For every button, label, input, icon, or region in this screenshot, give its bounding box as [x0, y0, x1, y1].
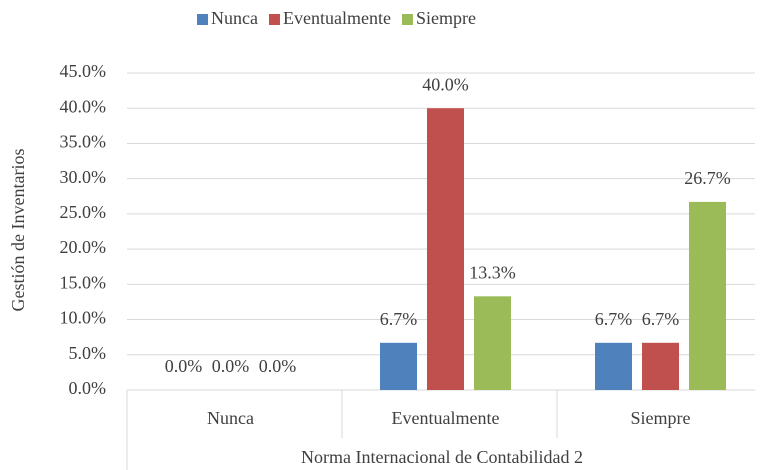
bar — [427, 108, 464, 390]
value-label: 0.0% — [212, 356, 250, 376]
y-tick-label: 30.0% — [60, 167, 107, 187]
value-label: 0.0% — [259, 356, 297, 376]
y-tick-label: 10.0% — [60, 308, 107, 328]
value-label: 0.0% — [165, 356, 203, 376]
y-tick-label: 40.0% — [60, 96, 107, 116]
legend-label: Nunca — [211, 8, 258, 28]
x-tick-label: Eventualmente — [392, 408, 500, 428]
value-label: 26.7% — [684, 168, 731, 188]
bar — [595, 342, 632, 390]
y-tick-label: 5.0% — [69, 343, 107, 363]
bar — [474, 296, 511, 390]
value-label: 6.7% — [642, 309, 680, 329]
value-label: 6.7% — [595, 309, 633, 329]
y-tick-label: 25.0% — [60, 202, 107, 222]
value-label: 6.7% — [380, 309, 418, 329]
y-tick-label: 35.0% — [60, 132, 107, 152]
y-tick-label: 45.0% — [60, 61, 107, 81]
legend-swatch — [268, 14, 280, 25]
legend-label: Siempre — [416, 8, 476, 28]
y-axis-label: Gestión de Inventarios — [8, 149, 28, 312]
y-tick-label: 15.0% — [60, 272, 107, 292]
y-tick-label: 20.0% — [60, 237, 107, 257]
y-tick-label: 0.0% — [69, 378, 107, 398]
x-tick-label: Nunca — [207, 408, 254, 428]
x-tick-label: Siempre — [631, 408, 691, 428]
bar — [689, 201, 726, 390]
legend-label: Eventualmente — [283, 8, 391, 28]
value-label: 40.0% — [422, 74, 469, 94]
x-axis-label: Norma Internacional de Contabilidad 2 — [301, 447, 583, 467]
value-label: 13.3% — [469, 262, 516, 282]
legend-swatch — [197, 14, 208, 25]
legend-swatch — [401, 14, 413, 25]
bar — [642, 342, 679, 390]
bar — [380, 342, 417, 390]
